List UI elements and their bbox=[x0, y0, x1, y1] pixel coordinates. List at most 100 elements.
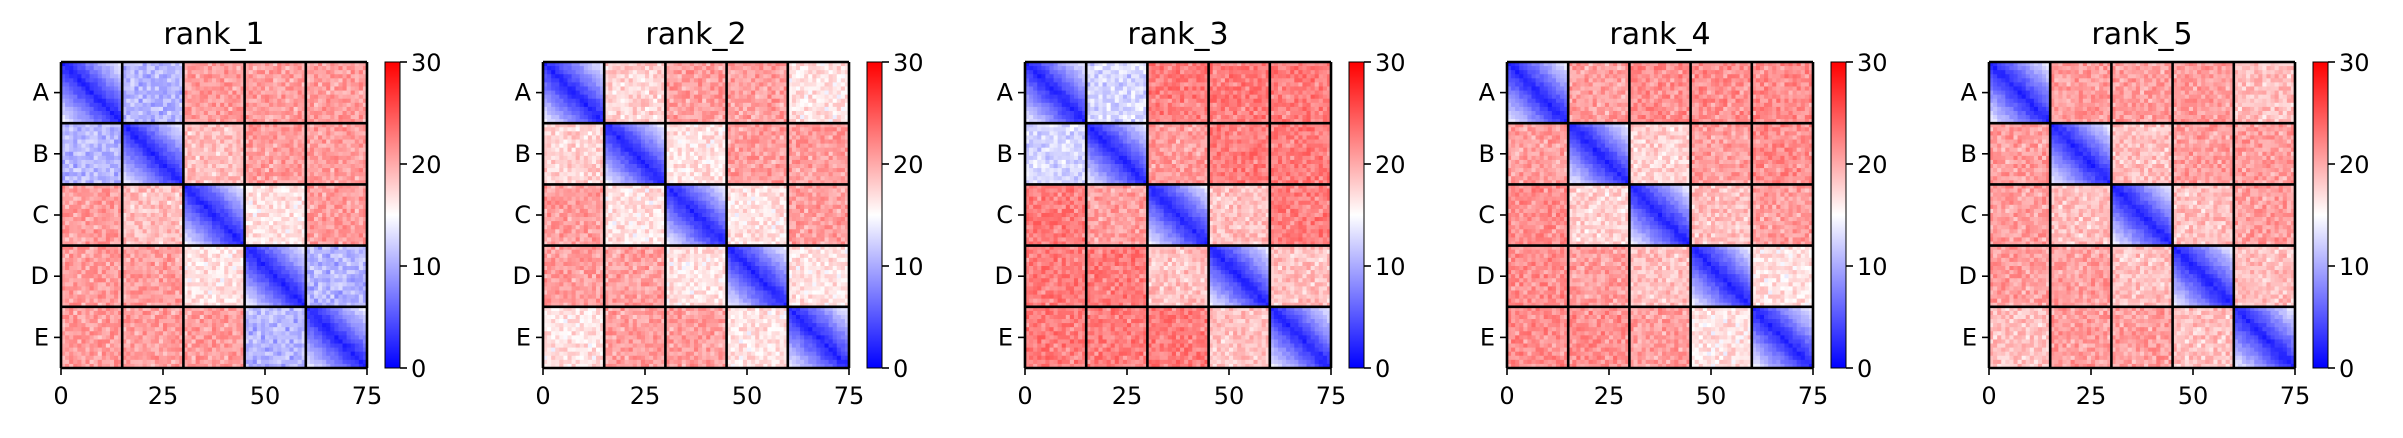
heatmap-cell bbox=[114, 115, 119, 120]
heatmap-cell bbox=[289, 172, 294, 177]
heatmap-cell bbox=[94, 290, 99, 295]
heatmap-cell bbox=[208, 209, 213, 214]
heatmap-cell bbox=[90, 74, 95, 79]
heatmap-cell bbox=[269, 327, 274, 332]
heatmap-cell bbox=[212, 66, 217, 71]
heatmap-cell bbox=[355, 327, 360, 332]
heatmap-cell bbox=[175, 193, 180, 198]
heatmap-cell bbox=[151, 225, 156, 230]
heatmap-cell bbox=[298, 286, 303, 291]
heatmap-cell bbox=[253, 164, 258, 169]
heatmap-cell bbox=[261, 86, 266, 91]
heatmap-cell bbox=[159, 270, 164, 275]
heatmap-cell bbox=[94, 135, 99, 140]
heatmap-cell bbox=[147, 176, 152, 181]
heatmap-cell bbox=[277, 156, 282, 161]
heatmap-cell bbox=[143, 164, 148, 169]
heatmap-cell bbox=[351, 152, 356, 157]
heatmap-cell bbox=[204, 197, 209, 202]
heatmap-cell bbox=[171, 197, 176, 202]
heatmap-cell bbox=[102, 127, 107, 132]
heatmap-cell bbox=[355, 74, 360, 79]
heatmap-cell bbox=[318, 172, 323, 177]
heatmap-cell bbox=[326, 262, 331, 267]
heatmap-cell bbox=[314, 74, 319, 79]
heatmap-cell bbox=[338, 282, 343, 287]
heatmap-cell bbox=[192, 286, 197, 291]
heatmap-cell bbox=[212, 74, 217, 79]
heatmap-cell bbox=[171, 95, 176, 100]
heatmap-cell bbox=[65, 250, 70, 255]
heatmap-cell bbox=[167, 127, 172, 132]
heatmap-cell bbox=[98, 258, 103, 263]
heatmap-cell bbox=[69, 115, 74, 120]
heatmap-cell bbox=[65, 213, 70, 218]
heatmap-cell bbox=[338, 103, 343, 108]
heatmap-cell bbox=[187, 115, 192, 120]
heatmap-cell bbox=[261, 205, 266, 210]
heatmap-cell bbox=[326, 135, 331, 140]
heatmap-cell bbox=[147, 209, 152, 214]
heatmap-cell bbox=[281, 66, 286, 71]
heatmap-cell bbox=[139, 156, 144, 161]
heatmap-cell bbox=[110, 172, 115, 177]
heatmap-cell bbox=[294, 311, 299, 316]
heatmap-cell bbox=[322, 237, 327, 242]
heatmap-cell bbox=[269, 229, 274, 234]
heatmap-cell bbox=[228, 107, 233, 112]
heatmap-cell bbox=[236, 188, 241, 193]
heatmap-cell bbox=[77, 250, 82, 255]
heatmap-cell bbox=[114, 197, 119, 202]
heatmap-cell bbox=[114, 152, 119, 157]
heatmap-cell bbox=[102, 144, 107, 149]
heatmap-cell bbox=[338, 229, 343, 234]
heatmap-cell bbox=[314, 315, 319, 320]
heatmap-cell bbox=[102, 323, 107, 328]
heatmap-cell bbox=[289, 148, 294, 153]
heatmap-cell bbox=[147, 315, 152, 320]
heatmap-cell bbox=[187, 176, 192, 181]
heatmap-cell bbox=[228, 140, 233, 145]
heatmap-cell bbox=[81, 290, 86, 295]
heatmap-cell bbox=[228, 258, 233, 263]
heatmap-cell bbox=[289, 282, 294, 287]
heatmap-cell bbox=[155, 278, 160, 283]
heatmap-cell bbox=[143, 82, 148, 87]
heatmap-cell bbox=[310, 315, 315, 320]
heatmap-cell bbox=[187, 201, 192, 206]
heatmap-cell bbox=[277, 188, 282, 193]
heatmap-cell bbox=[220, 262, 225, 267]
heatmap-cell bbox=[126, 152, 131, 157]
heatmap-cell bbox=[200, 103, 205, 108]
heatmap-cell bbox=[249, 274, 254, 279]
heatmap-cell bbox=[212, 176, 217, 181]
heatmap-cell bbox=[330, 237, 335, 242]
heatmap-cell bbox=[310, 148, 315, 153]
heatmap-cell bbox=[298, 144, 303, 149]
heatmap-cell bbox=[249, 258, 254, 263]
heatmap-cell bbox=[102, 197, 107, 202]
heatmap-cell bbox=[167, 237, 172, 242]
heatmap-cell bbox=[175, 144, 180, 149]
heatmap-cell bbox=[351, 172, 356, 177]
heatmap-cell bbox=[298, 164, 303, 169]
heatmap-cell bbox=[236, 111, 241, 116]
heatmap-cell bbox=[175, 176, 180, 181]
heatmap-cell bbox=[143, 197, 148, 202]
heatmap-cell bbox=[281, 315, 286, 320]
heatmap-cell bbox=[102, 221, 107, 226]
heatmap-cell bbox=[338, 217, 343, 222]
heatmap-cell bbox=[139, 270, 144, 275]
heatmap-cell bbox=[310, 266, 315, 271]
heatmap-cell bbox=[216, 115, 221, 120]
heatmap-cell bbox=[151, 66, 156, 71]
heatmap-cell bbox=[355, 140, 360, 145]
heatmap-cell bbox=[196, 295, 201, 300]
heatmap-cell bbox=[330, 148, 335, 153]
heatmap-cell bbox=[147, 115, 152, 120]
heatmap-cell bbox=[110, 156, 115, 161]
heatmap-cell bbox=[163, 148, 168, 153]
heatmap-cell bbox=[90, 193, 95, 198]
heatmap-cell bbox=[253, 78, 258, 83]
heatmap-cell bbox=[204, 135, 209, 140]
